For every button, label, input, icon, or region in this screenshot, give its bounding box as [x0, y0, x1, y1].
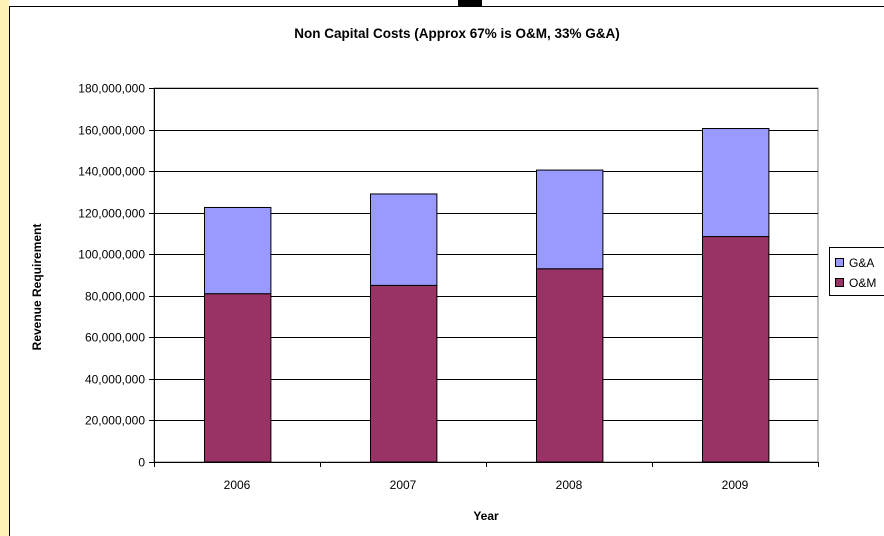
y-tick-label: 40,000,000	[85, 373, 145, 387]
y-tick-label: 140,000,000	[78, 165, 145, 179]
bar-segment	[204, 293, 272, 463]
y-tick-label: 100,000,000	[78, 248, 145, 262]
bar-segment	[702, 128, 770, 238]
y-tick-label: 20,000,000	[85, 414, 145, 428]
bar-segment	[370, 193, 438, 286]
y-axis-label: Revenue Requirement	[30, 224, 44, 351]
bar-segment	[536, 169, 604, 270]
y-tick-label: 180,000,000	[78, 82, 145, 96]
legend-box	[829, 247, 884, 296]
plot-area: 0 20,000,000 40,000,000 60,000,000 80,000,00…	[78, 82, 819, 492]
legend-swatch	[835, 278, 844, 287]
y-tick-label: 120,000,000	[78, 207, 145, 221]
x-tick-label: 2007	[390, 478, 417, 492]
x-axis-label: Year	[473, 509, 499, 523]
bar-segment	[204, 206, 272, 295]
legend-label: O&M	[849, 276, 876, 290]
left-edge-strip	[0, 0, 9, 536]
legend-swatch	[835, 258, 844, 267]
y-tick-label: 80,000,000	[85, 290, 145, 304]
y-tick-label: 160,000,000	[78, 124, 145, 138]
y-tick-label: 0	[138, 456, 145, 470]
legend-label: G&A	[849, 256, 874, 270]
bar-segment	[370, 284, 438, 463]
x-tick-label: 2009	[722, 478, 749, 492]
chart-title: Non Capital Costs (Approx 67% is O&M, 33…	[294, 26, 620, 41]
legend: G&A O&M	[829, 247, 884, 296]
x-tick-label: 2006	[224, 478, 251, 492]
y-tick-label: 60,000,000	[85, 331, 145, 345]
x-tick-label: 2008	[556, 478, 583, 492]
top-edge-mark	[458, 0, 482, 7]
bar-segment	[536, 268, 604, 463]
bar-segment	[702, 236, 770, 463]
